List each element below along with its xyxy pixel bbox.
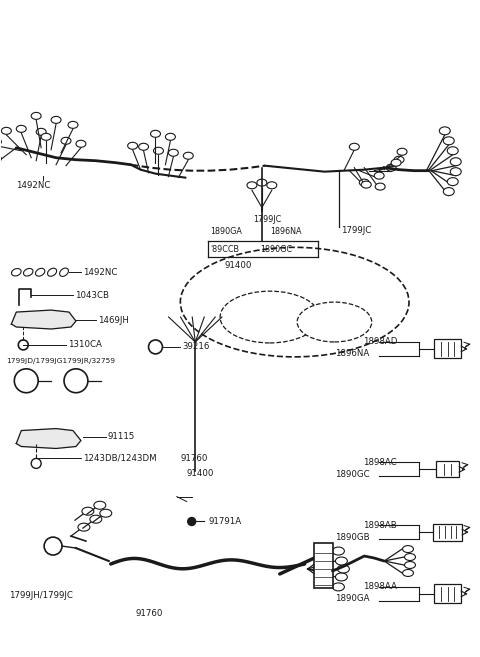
Ellipse shape (139, 143, 148, 150)
Ellipse shape (151, 130, 160, 137)
Ellipse shape (447, 147, 458, 155)
Polygon shape (16, 428, 81, 449)
Ellipse shape (24, 269, 33, 276)
Text: 1243DB/1243DM: 1243DB/1243DM (83, 454, 156, 463)
Ellipse shape (16, 125, 26, 132)
Text: 1043CB: 1043CB (75, 290, 109, 300)
Ellipse shape (397, 148, 407, 155)
Ellipse shape (166, 133, 175, 141)
Ellipse shape (90, 515, 102, 523)
Ellipse shape (12, 269, 21, 276)
Ellipse shape (439, 127, 450, 135)
FancyBboxPatch shape (434, 585, 461, 603)
Text: 1896NA: 1896NA (270, 227, 301, 236)
Ellipse shape (168, 149, 179, 156)
Ellipse shape (128, 143, 138, 149)
Text: 1469JH: 1469JH (98, 315, 129, 325)
Ellipse shape (450, 168, 461, 175)
Ellipse shape (444, 188, 454, 196)
Text: 1310CA: 1310CA (68, 340, 102, 350)
Ellipse shape (180, 247, 409, 357)
Text: 91760: 91760 (136, 609, 163, 618)
Ellipse shape (450, 158, 461, 166)
Ellipse shape (337, 565, 349, 573)
Text: 39216: 39216 (182, 342, 210, 351)
Ellipse shape (360, 179, 369, 186)
Ellipse shape (336, 557, 348, 565)
Ellipse shape (447, 177, 458, 186)
Text: 91400: 91400 (224, 261, 252, 270)
Text: '89CCB: '89CCB (210, 245, 239, 254)
Text: 91791A: 91791A (209, 517, 242, 526)
Ellipse shape (247, 182, 257, 189)
Ellipse shape (336, 573, 348, 581)
Text: 1799JD/1799JG1799JR/32759: 1799JD/1799JG1799JR/32759 (6, 358, 115, 364)
Text: 91115: 91115 (108, 432, 135, 441)
Ellipse shape (60, 268, 69, 277)
Ellipse shape (220, 291, 320, 343)
Text: 1890GC: 1890GC (336, 470, 370, 479)
Ellipse shape (403, 570, 413, 576)
Ellipse shape (267, 182, 277, 189)
Text: 1898AA: 1898AA (363, 582, 397, 591)
Ellipse shape (386, 164, 396, 171)
Text: 1896NA: 1896NA (336, 350, 370, 358)
Text: 1898AD: 1898AD (363, 338, 397, 346)
Ellipse shape (444, 137, 454, 145)
Ellipse shape (154, 147, 164, 154)
Text: 1492NC: 1492NC (83, 268, 117, 277)
Ellipse shape (374, 172, 384, 179)
Text: 1890GA: 1890GA (336, 595, 370, 603)
Ellipse shape (405, 562, 416, 568)
Ellipse shape (0, 155, 1, 162)
Circle shape (188, 518, 196, 526)
Ellipse shape (333, 583, 344, 591)
FancyBboxPatch shape (314, 543, 333, 589)
Text: 1890GB: 1890GB (336, 533, 370, 541)
Ellipse shape (361, 181, 371, 188)
Text: 1799JC: 1799JC (341, 226, 372, 235)
FancyBboxPatch shape (434, 340, 461, 358)
Ellipse shape (61, 137, 71, 145)
Ellipse shape (1, 127, 12, 134)
Ellipse shape (78, 523, 90, 531)
Text: 1492NC: 1492NC (16, 181, 51, 190)
Ellipse shape (51, 116, 61, 124)
Ellipse shape (82, 507, 94, 515)
Ellipse shape (76, 141, 86, 147)
Text: 1890GA: 1890GA (210, 227, 242, 236)
Text: 1898AC: 1898AC (363, 458, 397, 467)
Ellipse shape (183, 152, 193, 159)
Ellipse shape (100, 509, 112, 517)
Text: 91760: 91760 (180, 454, 208, 463)
Ellipse shape (0, 139, 1, 145)
Ellipse shape (403, 545, 413, 553)
Text: 1799JC: 1799JC (253, 215, 281, 224)
Ellipse shape (405, 554, 416, 560)
Ellipse shape (349, 143, 360, 150)
Text: 1890GC: 1890GC (260, 245, 292, 254)
Ellipse shape (375, 183, 385, 190)
Ellipse shape (36, 128, 46, 135)
Ellipse shape (391, 159, 401, 166)
FancyBboxPatch shape (436, 461, 459, 478)
Text: 1898AB: 1898AB (363, 520, 397, 530)
FancyBboxPatch shape (433, 524, 462, 541)
Ellipse shape (31, 112, 41, 120)
Text: 91400: 91400 (186, 469, 214, 478)
Ellipse shape (333, 547, 344, 555)
Ellipse shape (94, 501, 106, 509)
Polygon shape (12, 310, 76, 329)
Ellipse shape (257, 179, 267, 186)
Ellipse shape (68, 122, 78, 128)
Ellipse shape (297, 302, 372, 342)
Ellipse shape (394, 156, 404, 163)
Text: 1799JH/1799JC: 1799JH/1799JC (9, 591, 73, 600)
Ellipse shape (48, 268, 57, 277)
Ellipse shape (36, 268, 45, 276)
Ellipse shape (41, 133, 51, 141)
